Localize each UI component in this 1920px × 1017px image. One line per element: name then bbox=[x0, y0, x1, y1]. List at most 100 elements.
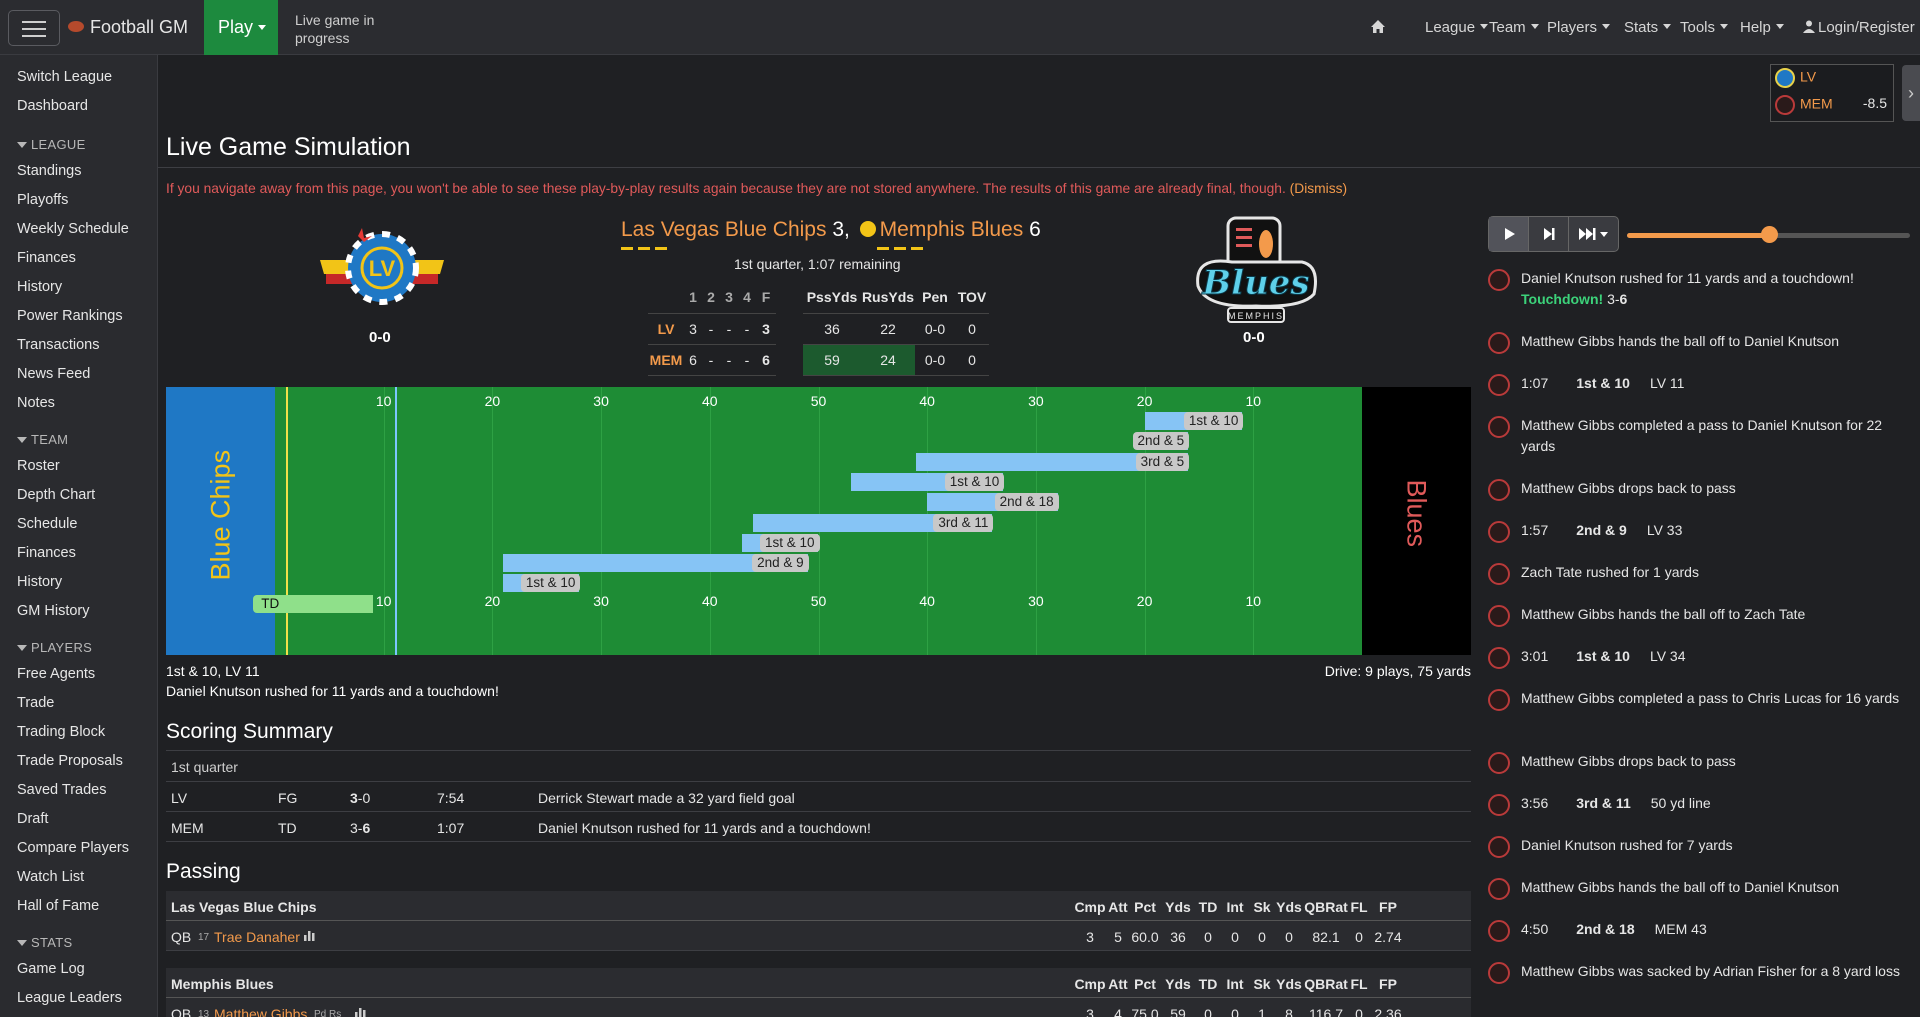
slider-thumb[interactable] bbox=[1761, 226, 1778, 243]
sidebar-item-weekly-schedule[interactable]: Weekly Schedule bbox=[17, 221, 129, 237]
passing-column-header: Yds bbox=[1276, 899, 1302, 915]
player-name-link[interactable]: Matthew Gibbs bbox=[214, 1006, 308, 1017]
passing-column-header: Int bbox=[1226, 976, 1244, 992]
player-name-link[interactable]: Trae Danaher bbox=[214, 929, 300, 945]
away-score: 3, bbox=[832, 218, 850, 241]
sidebar-item-finances[interactable]: Finances bbox=[17, 545, 76, 561]
sidebar-item-hall-of-fame[interactable]: Hall of Fame bbox=[17, 898, 100, 914]
sidebar-item-history[interactable]: History bbox=[17, 279, 63, 295]
sidebar-item-finances[interactable]: Finances bbox=[17, 250, 76, 266]
jersey-number: 13 bbox=[198, 1009, 210, 1017]
sidebar-item-history[interactable]: History bbox=[17, 574, 63, 590]
play-down-distance: 2nd & 18 bbox=[1576, 921, 1635, 937]
football-field: Blue Chips Blues 10 10 20 20 30 30 40 40 50 50 40 4… bbox=[166, 387, 1471, 655]
passing-column-header: Sk bbox=[1253, 899, 1271, 915]
mem-logo-icon bbox=[1488, 374, 1510, 396]
passing-column-header: FL bbox=[1350, 899, 1368, 915]
top-navbar: Football GM Play Live game in progress L… bbox=[0, 0, 1920, 55]
sidebar-item-trade-proposals[interactable]: Trade Proposals bbox=[17, 753, 123, 769]
yard-line bbox=[1253, 387, 1255, 655]
sidebar-item-gm-history[interactable]: GM History bbox=[17, 603, 90, 619]
away-endzone: Blue Chips bbox=[166, 387, 275, 655]
play-label: Play bbox=[218, 17, 254, 37]
sidebar-item-power-rankings[interactable]: Power Rankings bbox=[17, 308, 123, 324]
sidebar-section-label: LEAGUE bbox=[31, 137, 86, 152]
home-team-name[interactable]: Memphis Blues bbox=[879, 218, 1024, 241]
nav-menu-stats[interactable]: Stats bbox=[1624, 19, 1672, 36]
passing-column-header: Sk bbox=[1253, 976, 1271, 992]
play-menu-button[interactable]: Play bbox=[204, 0, 278, 55]
scoring-summary-heading: Scoring Summary bbox=[166, 720, 333, 743]
play-label: 1st & 10 bbox=[1183, 412, 1244, 430]
play-label: 1st & 10 bbox=[520, 574, 581, 593]
passing-stat: 75.0 bbox=[1131, 1006, 1159, 1017]
away-record: 0-0 bbox=[369, 329, 391, 346]
next-play-button[interactable] bbox=[1529, 217, 1569, 251]
sidebar-item-dashboard[interactable]: Dashboard bbox=[17, 98, 88, 114]
mini-scoreboard[interactable]: LV MEM -8.5 bbox=[1770, 64, 1894, 122]
sidebar-item-free-agents[interactable]: Free Agents bbox=[17, 666, 96, 682]
sidebar-section-heading: PLAYERS bbox=[17, 640, 92, 655]
sidebar-item-roster[interactable]: Roster bbox=[17, 458, 60, 474]
table-row: MEM 6- - -6 bbox=[648, 344, 776, 376]
yard-number-bottom: 20 bbox=[1136, 593, 1153, 609]
playback-speed-slider[interactable] bbox=[1627, 226, 1910, 243]
hamburger-menu-button[interactable] bbox=[8, 10, 60, 46]
sidebar-item-playoffs[interactable]: Playoffs bbox=[17, 192, 69, 208]
nav-menu-league[interactable]: League bbox=[1425, 19, 1489, 36]
quarter-score: 3 bbox=[684, 313, 702, 345]
fast-forward-menu-button[interactable] bbox=[1569, 217, 1619, 251]
passing-stat: 1 bbox=[1258, 1006, 1266, 1017]
play-text: Matthew Gibbs hands the ball off to Dani… bbox=[1521, 331, 1906, 352]
home-endzone: Blues bbox=[1362, 387, 1471, 655]
collapse-scoreboard-button[interactable]: › bbox=[1902, 65, 1920, 121]
jersey-number: 17 bbox=[198, 932, 210, 943]
away-team-name[interactable]: Las Vegas Blue Chips bbox=[621, 218, 827, 241]
passing-team-name[interactable]: Las Vegas Blue Chips bbox=[171, 899, 317, 915]
sidebar-item-switch-league[interactable]: Switch League bbox=[17, 69, 113, 85]
brand-link[interactable]: Football GM bbox=[68, 17, 188, 38]
chevron-down-icon bbox=[258, 25, 267, 30]
nav-menu-players[interactable]: Players bbox=[1547, 19, 1611, 36]
game-score-header: Las Vegas Blue Chips 3, Memphis Blues 6 bbox=[621, 218, 1041, 242]
sidebar-item-trade[interactable]: Trade bbox=[17, 695, 55, 711]
play-description: Daniel Knutson rushed for 11 yards and a… bbox=[1521, 270, 1854, 286]
sidebar-section-label: PLAYERS bbox=[31, 640, 93, 655]
divider bbox=[166, 750, 1471, 751]
quarter-score: - bbox=[702, 313, 720, 345]
yard-number-bottom: 50 bbox=[810, 593, 827, 609]
bar-chart-icon[interactable] bbox=[303, 928, 315, 944]
login-register-link[interactable]: Login/Register bbox=[1803, 19, 1915, 36]
team-abbrev[interactable]: MEM bbox=[648, 344, 684, 376]
passing-team-name[interactable]: Memphis Blues bbox=[171, 976, 274, 992]
play-label: 1st & 10 bbox=[944, 472, 1005, 491]
nav-menu-tools[interactable]: Tools bbox=[1680, 19, 1729, 36]
play-button[interactable] bbox=[1489, 217, 1529, 251]
sidebar-item-depth-chart[interactable]: Depth Chart bbox=[17, 487, 96, 503]
sidebar-item-notes[interactable]: Notes bbox=[17, 395, 55, 411]
sidebar-item-trading-block[interactable]: Trading Block bbox=[17, 724, 106, 740]
mem-logo-icon bbox=[1488, 752, 1510, 774]
sidebar-item-transactions[interactable]: Transactions bbox=[17, 337, 100, 353]
yard-number-top: 50 bbox=[810, 393, 827, 409]
nav-menu-team[interactable]: Team bbox=[1489, 19, 1539, 36]
sidebar-item-watch-list[interactable]: Watch List bbox=[17, 869, 85, 885]
home-icon[interactable] bbox=[1370, 19, 1386, 34]
dismiss-link[interactable]: (Dismiss) bbox=[1289, 181, 1348, 196]
sidebar-item-draft[interactable]: Draft bbox=[17, 811, 49, 827]
sidebar-item-schedule[interactable]: Schedule bbox=[17, 516, 78, 532]
caret-down-icon bbox=[17, 437, 27, 443]
sidebar-item-league-leaders[interactable]: League Leaders bbox=[17, 990, 122, 1006]
sidebar-item-news-feed[interactable]: News Feed bbox=[17, 366, 91, 382]
team-stats-table: PssYds RusYds Pen TOV 36 22 0-0 0 59 24 0-0 0 bbox=[803, 282, 989, 376]
passing-column-header: Att bbox=[1108, 899, 1128, 915]
team-abbrev[interactable]: LV bbox=[648, 313, 684, 345]
sidebar-item-saved-trades[interactable]: Saved Trades bbox=[17, 782, 107, 798]
passing-team-header: Memphis Blues Cmp Att Pct Yds TD Int Sk Yds QBRat… bbox=[166, 968, 1471, 998]
sidebar-item-game-log[interactable]: Game Log bbox=[17, 961, 85, 977]
bar-chart-icon[interactable] bbox=[354, 1005, 366, 1017]
sidebar-item-standings[interactable]: Standings bbox=[17, 163, 82, 179]
nav-menu-help[interactable]: Help bbox=[1740, 19, 1784, 36]
sidebar-item-compare-players[interactable]: Compare Players bbox=[17, 840, 130, 856]
play-text: 3:01 1st & 10 LV 34 bbox=[1521, 646, 1906, 667]
